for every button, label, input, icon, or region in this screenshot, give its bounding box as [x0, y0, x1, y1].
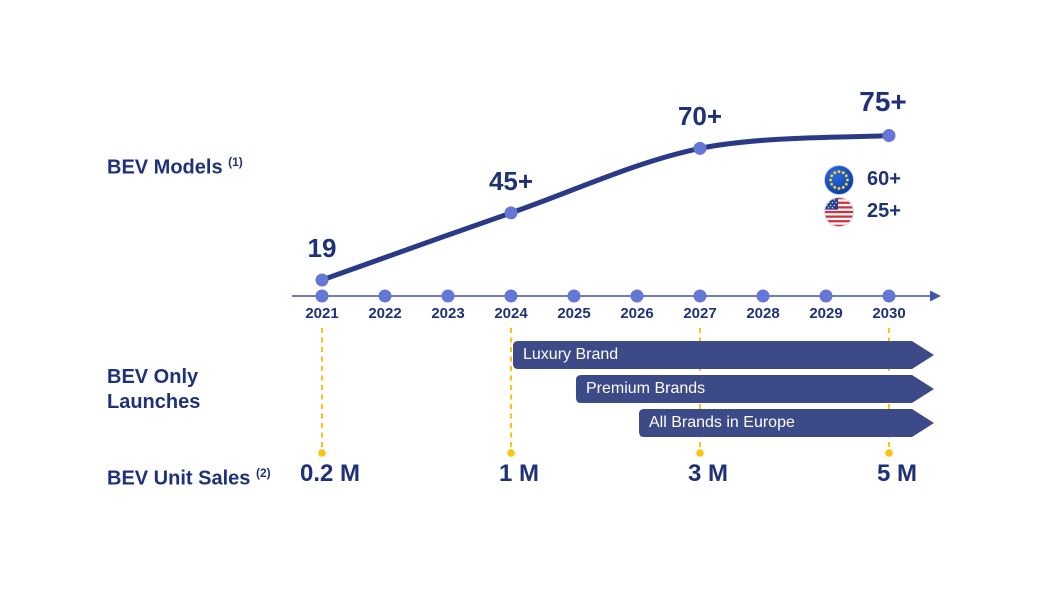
- launch-bar-2: [576, 375, 934, 403]
- axis-dot-2023: [441, 289, 455, 303]
- curve-dot-2027: [693, 141, 707, 155]
- guide-dot-2027: [696, 449, 704, 457]
- year-label-2030: 2030: [872, 305, 906, 322]
- bev-only-launches-section-label: BEV Only Launches: [107, 365, 200, 415]
- axis-dot-2022: [378, 289, 392, 303]
- bev-models-curve: [319, 133, 892, 283]
- launch-bar-label-3: All Brands in Europe: [649, 414, 795, 431]
- bev-models-section-label: BEV Models (1): [107, 150, 243, 181]
- curve-dot-2030: [882, 129, 896, 142]
- model-count-label-2021: 19: [307, 233, 337, 263]
- model-count-label-2030: 75+: [859, 85, 907, 117]
- bev-models-footnote-marker: (1): [228, 155, 243, 169]
- axis-dot-2030: [882, 289, 896, 303]
- axis-dot-2029: [819, 289, 833, 303]
- year-label-2024: 2024: [494, 305, 528, 322]
- axis-dot-2026: [630, 289, 644, 303]
- launches-label-line2: Launches: [107, 391, 201, 413]
- axis-dot-2024: [504, 289, 518, 303]
- axis-dot-2021: [315, 289, 329, 303]
- year-label-2028: 2028: [746, 305, 780, 322]
- unit-sales-value-2024: 1 M: [498, 460, 540, 487]
- curve-dot-2024: [504, 206, 518, 220]
- us-models-value: 25+: [867, 200, 901, 222]
- year-label-2029: 2029: [809, 305, 843, 322]
- unit-sales-value-2030: 5 M: [876, 460, 918, 487]
- legend-row-europe: 60+: [824, 164, 901, 195]
- axis-dot-2028: [756, 289, 770, 303]
- bev-unit-sales-section-label: BEV Unit Sales (2): [107, 461, 271, 492]
- year-label-2025: 2025: [557, 305, 591, 322]
- eu-flag-icon: [824, 164, 854, 195]
- guide-dot-2030: [885, 449, 893, 457]
- bev-models-label-text: BEV Models: [107, 156, 223, 179]
- region-legend: 60+: [824, 164, 901, 227]
- launches-label-line1: BEV Only: [107, 366, 199, 388]
- launch-bar-label-2: Premium Brands: [586, 380, 706, 397]
- us-flag-icon: [824, 196, 854, 227]
- unit-sales-value-2027: 3 M: [687, 460, 729, 487]
- launch-bar-3: [639, 409, 934, 437]
- model-count-label-2024: 45+: [488, 165, 534, 196]
- guide-dot-2024: [507, 449, 515, 457]
- axis-dot-2027: [693, 289, 707, 303]
- unit-sales-value-2021: 0.2 M: [299, 460, 361, 487]
- guide-dot-2021: [318, 449, 326, 457]
- model-count-label-2027: 70+: [677, 101, 723, 132]
- bev-unit-sales-label-text: BEV Unit Sales: [107, 467, 251, 490]
- year-label-2023: 2023: [431, 305, 465, 322]
- launch-bar-label-1: Luxury Brand: [523, 346, 619, 363]
- eu-models-value: 60+: [867, 168, 901, 190]
- year-label-2026: 2026: [620, 305, 654, 322]
- axis-dot-2025: [567, 289, 581, 303]
- curve-dot-2021: [315, 273, 329, 287]
- launch-bar-1: [513, 341, 934, 369]
- timeline-arrowhead: [930, 290, 941, 302]
- year-label-2027: 2027: [683, 305, 717, 322]
- legend-row-usa: 25+: [824, 196, 901, 227]
- bev-unit-sales-footnote-marker: (2): [255, 466, 271, 480]
- year-label-2022: 2022: [368, 305, 402, 322]
- year-label-2021: 2021: [305, 305, 339, 322]
